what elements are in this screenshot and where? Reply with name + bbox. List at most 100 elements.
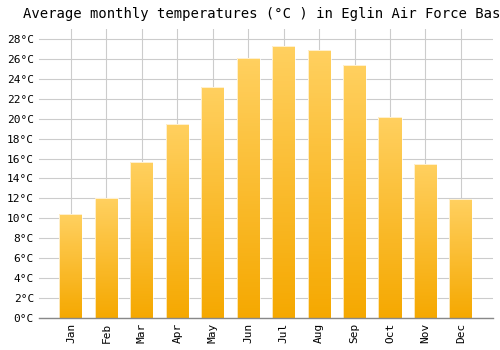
Bar <box>343 154 366 156</box>
Bar <box>60 279 82 280</box>
Bar <box>201 152 224 154</box>
Bar <box>95 218 118 219</box>
Bar <box>236 126 260 128</box>
Bar <box>308 58 330 61</box>
Bar <box>378 278 402 280</box>
Bar <box>130 279 154 280</box>
Bar <box>308 114 330 117</box>
Bar <box>450 218 472 219</box>
Bar <box>414 190 437 191</box>
Bar <box>272 103 295 106</box>
Bar <box>130 298 154 299</box>
Bar <box>201 242 224 244</box>
Bar <box>60 217 82 218</box>
Bar <box>308 192 330 195</box>
Bar <box>130 162 154 163</box>
Bar <box>166 197 189 199</box>
Bar <box>308 154 330 157</box>
Bar <box>414 213 437 215</box>
Bar <box>414 253 437 255</box>
Bar <box>95 305 118 306</box>
Bar <box>308 170 330 173</box>
Bar <box>236 295 260 297</box>
Bar <box>95 238 118 239</box>
Bar <box>95 236 118 237</box>
Bar <box>272 209 295 212</box>
Bar <box>130 164 154 166</box>
Bar <box>272 65 295 68</box>
Bar <box>166 215 189 217</box>
Bar <box>95 247 118 248</box>
Bar <box>201 316 224 318</box>
Bar <box>236 276 260 279</box>
Bar <box>60 224 82 225</box>
Bar <box>236 271 260 274</box>
Bar <box>60 252 82 253</box>
Bar <box>272 136 295 139</box>
Bar <box>236 305 260 308</box>
Bar <box>130 233 154 235</box>
Bar <box>308 146 330 149</box>
Bar <box>166 240 189 242</box>
Bar <box>308 291 330 294</box>
Bar <box>201 103 224 105</box>
Bar <box>414 201 437 202</box>
Bar <box>236 240 260 243</box>
Bar <box>272 57 295 60</box>
Bar <box>95 283 118 285</box>
Bar <box>236 159 260 162</box>
Bar <box>95 314 118 316</box>
Bar <box>343 80 366 83</box>
Bar <box>308 286 330 288</box>
Bar <box>236 302 260 305</box>
Bar <box>166 182 189 184</box>
Bar <box>130 185 154 187</box>
Bar <box>201 119 224 121</box>
Bar <box>130 312 154 313</box>
Bar <box>236 256 260 258</box>
Bar <box>308 133 330 136</box>
Bar <box>60 284 82 285</box>
Bar <box>414 176 437 177</box>
Bar <box>95 198 118 318</box>
Bar <box>414 205 437 207</box>
Bar <box>414 208 437 210</box>
Bar <box>343 298 366 300</box>
Bar <box>60 304 82 306</box>
Bar <box>450 281 472 282</box>
Bar <box>414 193 437 194</box>
Bar <box>236 183 260 186</box>
Bar <box>343 229 366 232</box>
Bar <box>130 302 154 304</box>
Bar <box>343 184 366 186</box>
Bar <box>308 128 330 130</box>
Bar <box>450 224 472 225</box>
Bar <box>414 218 437 219</box>
Bar <box>378 117 402 119</box>
Bar <box>378 201 402 203</box>
Bar <box>60 227 82 228</box>
Bar <box>201 124 224 126</box>
Bar <box>378 175 402 177</box>
Bar <box>60 215 82 216</box>
Bar <box>308 294 330 296</box>
Bar <box>236 217 260 219</box>
Bar <box>236 287 260 289</box>
Bar <box>378 272 402 274</box>
Bar <box>414 259 437 261</box>
Bar <box>450 296 472 298</box>
Bar <box>236 292 260 295</box>
Bar <box>201 117 224 119</box>
Bar <box>95 231 118 232</box>
Bar <box>308 109 330 112</box>
Bar <box>201 225 224 228</box>
Bar <box>166 201 189 203</box>
Bar <box>236 89 260 92</box>
Bar <box>308 259 330 262</box>
Bar <box>343 88 366 90</box>
Bar <box>272 277 295 280</box>
Bar <box>166 300 189 302</box>
Bar <box>343 219 366 222</box>
Bar <box>95 234 118 236</box>
Bar <box>60 219 82 220</box>
